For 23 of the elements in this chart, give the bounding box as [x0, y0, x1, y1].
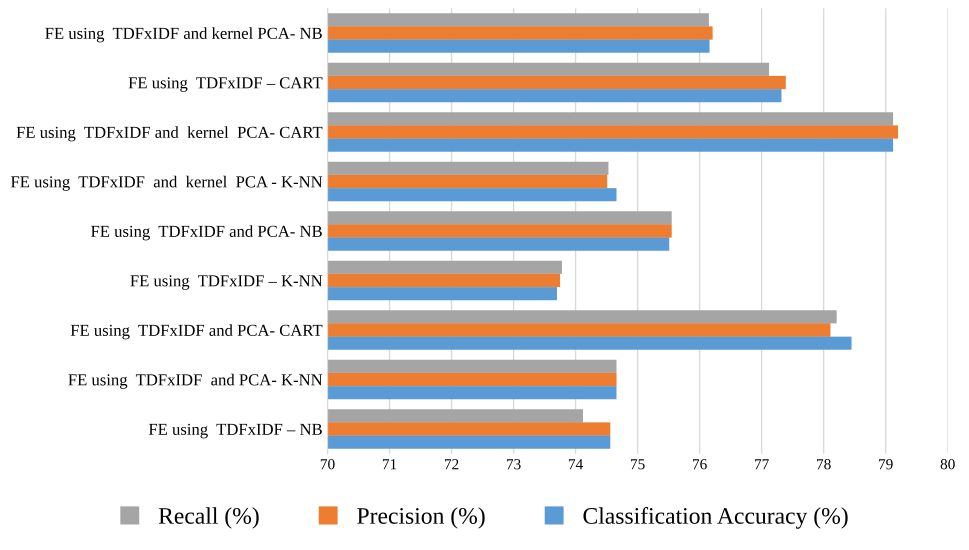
y-tick-label: FE using TDFxIDF – NB	[148, 424, 322, 438]
x-tick-label: 78	[817, 459, 831, 470]
x-tick-label: 80	[940, 459, 955, 470]
x-tick-label: 76	[692, 459, 707, 470]
y-tick-label: FE using TDFxIDF – CART	[128, 77, 322, 92]
y-tick-label: FE using TDFxIDF and PCA- CART	[70, 324, 322, 340]
legend-label: Precision (%)	[357, 507, 485, 529]
x-tick-label: 74	[568, 459, 583, 470]
x-tick-label: 71	[382, 459, 396, 470]
legend-label: Classification Accuracy (%)	[583, 507, 848, 529]
x-tick-label: 75	[630, 459, 645, 470]
y-tick-label: FE using TDFxIDF and PCA- K-NN	[68, 374, 322, 389]
y-tick-label: FE using TDFxIDF and PCA- NB	[91, 225, 322, 240]
x-tick-label: 72	[444, 459, 458, 470]
y-tick-label: FE using TDFxIDF and kernel PCA - K-NN	[10, 176, 322, 191]
x-tick-label: 70	[320, 459, 335, 470]
x-tick-label: 73	[506, 459, 521, 470]
x-tick-label: 79	[879, 459, 893, 470]
y-tick-label: FE using TDFxIDF and kernel PCA- CART	[16, 126, 322, 142]
legend-label: Recall (%)	[158, 507, 259, 529]
y-tick-label: FE using TDFxIDF and kernel PCA- NB	[45, 27, 322, 42]
x-tick-label: 77	[755, 459, 769, 470]
y-tick-label: FE using TDFxIDF – K-NN	[130, 275, 322, 290]
